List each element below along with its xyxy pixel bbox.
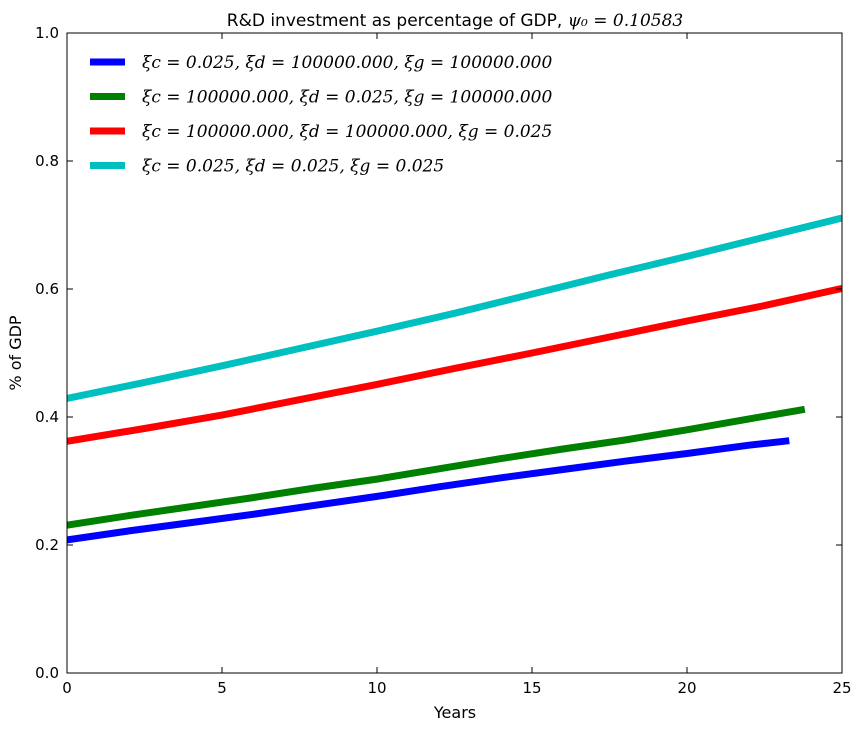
axes-frame <box>66 32 843 674</box>
y-tick-label: 0.0 <box>35 664 59 682</box>
y-tick-label: 0.2 <box>35 536 59 554</box>
y-tick-label: 0.6 <box>35 280 59 298</box>
y-tick-label: 0.4 <box>35 408 59 426</box>
x-tick-label: 0 <box>62 679 72 697</box>
legend: ξc = 0.025, ξd = 100000.000, ξg = 100000… <box>90 53 552 177</box>
legend-label-4: ξc = 0.025, ξd = 0.025, ξg = 0.025 <box>142 157 444 177</box>
y-tick-label: 0.8 <box>35 152 59 170</box>
legend-label-1: ξc = 0.025, ξd = 100000.000, ξg = 100000… <box>142 53 552 73</box>
x-tick-label: 15 <box>522 679 541 697</box>
series-layer <box>67 214 842 544</box>
x-tick-label: 25 <box>832 679 851 697</box>
ticks-layer: 0 5 10 15 20 25 0.0 0.2 0.4 0.6 0.8 1.0 <box>35 24 851 697</box>
x-tick-label: 20 <box>677 679 696 697</box>
series-line-4 <box>67 214 842 402</box>
x-tick-label: 10 <box>367 679 386 697</box>
chart-title: R&D investment as percentage of GDP, ψ₀ … <box>227 11 683 31</box>
y-tick-label: 1.0 <box>35 24 59 42</box>
series-line-1 <box>67 437 790 544</box>
y-axis-label: % of GDP <box>6 315 25 391</box>
x-tick-label: 5 <box>217 679 227 697</box>
legend-label-3: ξc = 100000.000, ξd = 100000.000, ξg = 0… <box>142 122 552 142</box>
series-line-2 <box>67 405 806 529</box>
legend-label-2: ξc = 100000.000, ξd = 0.025, ξg = 100000… <box>142 88 552 108</box>
series-line-3 <box>67 284 842 445</box>
x-axis-label: Years <box>433 703 476 722</box>
